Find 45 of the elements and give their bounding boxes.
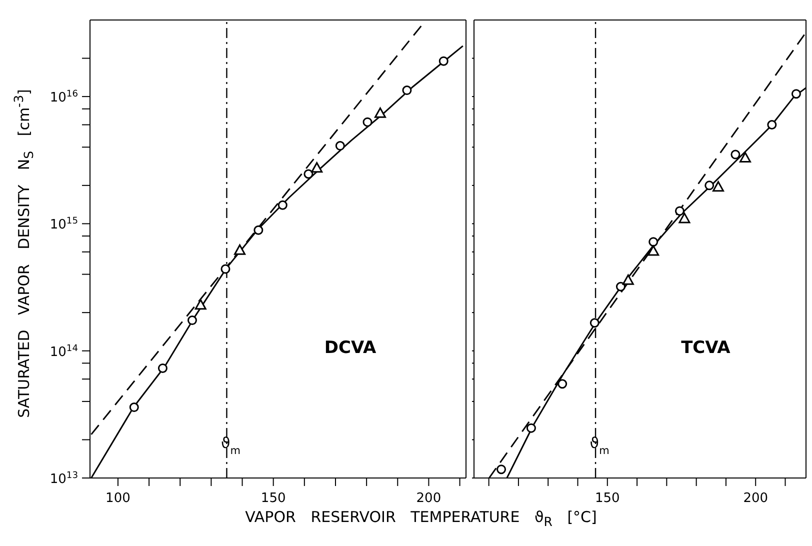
point bbox=[558, 379, 568, 389]
x-tick-label: 200 bbox=[416, 491, 442, 506]
point bbox=[622, 274, 634, 285]
point bbox=[438, 56, 448, 66]
x-tick-label: 150 bbox=[594, 491, 620, 506]
point bbox=[254, 225, 264, 235]
point bbox=[402, 86, 412, 96]
y-tick-label: 10$^{13}$ bbox=[50, 471, 78, 487]
y-tick-label: 10$^{14}$ bbox=[50, 344, 78, 360]
point bbox=[129, 402, 139, 412]
point bbox=[648, 245, 660, 256]
point bbox=[526, 423, 536, 433]
x-tick-label: 150 bbox=[260, 491, 286, 506]
x-tick-label: 200 bbox=[743, 491, 768, 506]
point bbox=[304, 169, 314, 179]
point bbox=[234, 244, 246, 255]
point bbox=[187, 316, 197, 326]
point bbox=[739, 152, 751, 163]
point bbox=[374, 107, 386, 118]
point bbox=[362, 117, 372, 127]
point bbox=[335, 141, 345, 151]
point bbox=[704, 180, 714, 190]
annotation: TCVA bbox=[681, 338, 730, 358]
point bbox=[791, 89, 801, 99]
point bbox=[194, 299, 206, 310]
annotation: DCVA bbox=[324, 338, 376, 358]
point bbox=[590, 318, 600, 328]
y-tick-label: 10$^{15}$ bbox=[50, 216, 78, 233]
point bbox=[158, 363, 168, 373]
ref-line-label: ϑ$_{m}$ bbox=[220, 434, 240, 457]
point bbox=[712, 181, 724, 192]
ref-line-label: ϑ$_{m}$ bbox=[590, 434, 610, 457]
point bbox=[616, 282, 626, 292]
point bbox=[730, 150, 740, 160]
point bbox=[496, 464, 506, 474]
point bbox=[311, 162, 323, 173]
x-axis-title: VAPOR RESERVOIR TEMPERATURE ϑ$_{R}$ [°C] bbox=[244, 508, 598, 529]
point bbox=[674, 206, 684, 216]
point bbox=[220, 264, 230, 274]
point bbox=[278, 200, 288, 210]
x-tick-label: 100 bbox=[106, 491, 130, 506]
point bbox=[678, 212, 690, 224]
point bbox=[767, 120, 777, 130]
y-tick-label: 10$^{16}$ bbox=[50, 90, 78, 106]
point bbox=[648, 237, 658, 247]
